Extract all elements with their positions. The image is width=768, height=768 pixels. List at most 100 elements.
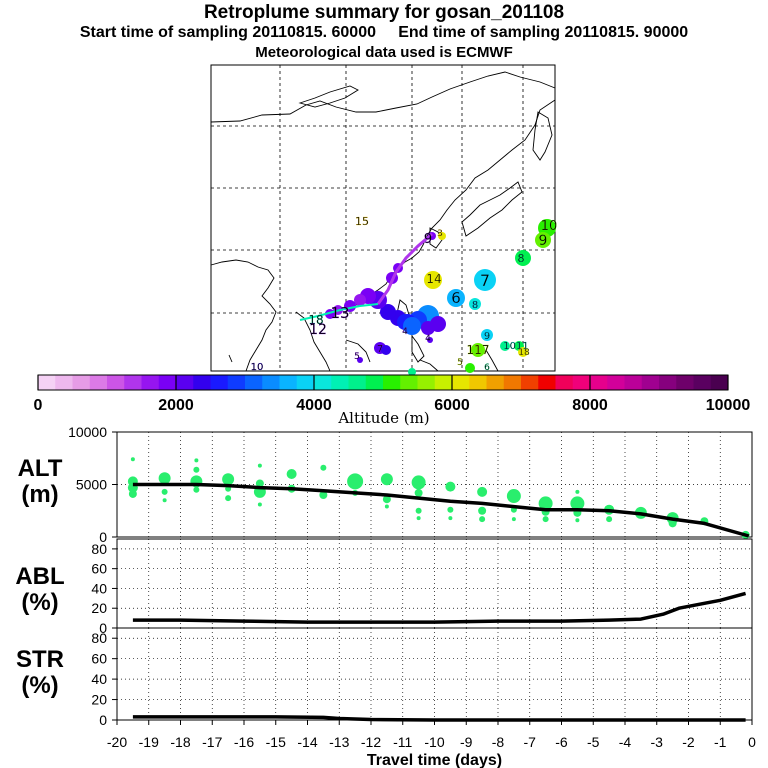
colorbar-cell — [227, 375, 246, 390]
altitude-point — [414, 488, 423, 497]
y-tick-label: 10000 — [68, 424, 107, 440]
y-tick-label: 0 — [99, 529, 107, 545]
colorbar-cell — [89, 375, 108, 390]
colorbar-cell — [434, 375, 453, 390]
x-tick-label: 0 — [748, 734, 756, 750]
y-tick-label: 0 — [99, 620, 107, 636]
plume-number-label: 12 — [309, 322, 327, 338]
colorbar-cell — [107, 375, 125, 390]
panel-frame — [116, 627, 753, 721]
colorbar-cell — [572, 375, 591, 390]
chart-title: Retroplume summary for gosan_201108 — [203, 2, 565, 23]
altitude-point — [542, 516, 549, 523]
plume-marker — [535, 232, 551, 248]
altitude-point — [193, 486, 200, 493]
plume-marker — [481, 329, 493, 341]
colorbar-cell — [210, 375, 229, 390]
y-tick-label: 40 — [91, 580, 107, 596]
colorbar-cell — [641, 375, 660, 390]
colorbar-tick-label: 4000 — [296, 397, 332, 414]
plume-marker — [471, 343, 485, 357]
x-tick-label: -4 — [619, 734, 632, 750]
y-tick-label: 0 — [99, 712, 107, 728]
colorbar-cell — [158, 375, 177, 390]
plume-marker — [474, 269, 496, 291]
plume-number-label: 6 — [484, 363, 490, 373]
altitude-point — [445, 481, 456, 492]
plume-markers — [299, 219, 556, 376]
altitude-point — [538, 496, 553, 511]
sampling-times: Start time of sampling 20110815. 60000 E… — [0, 24, 768, 42]
plume-marker — [447, 289, 465, 307]
colorbar-tick-label: 10000 — [706, 397, 751, 414]
altitude-point — [411, 475, 426, 490]
colorbar-cell — [469, 375, 487, 390]
plume-number-label: 14 — [426, 272, 441, 286]
altitude-point — [320, 464, 327, 471]
x-tick-label: -1 — [714, 734, 727, 750]
plume-marker — [469, 298, 481, 310]
x-tick-label: -10 — [424, 734, 444, 750]
altitude-point — [606, 516, 613, 523]
colorbar-cell — [710, 375, 729, 390]
altitude-point — [255, 479, 264, 488]
altitude-point — [575, 489, 580, 494]
x-tick-label: -15 — [266, 734, 286, 750]
panel-0: 0 5000 10000 — [68, 424, 753, 545]
plume-marker — [408, 368, 416, 376]
plume-number-label: 9 — [424, 232, 432, 247]
colorbar-tick-label: 0 — [34, 397, 43, 414]
plume-marker — [518, 347, 528, 357]
plume-marker — [438, 232, 446, 240]
plume-track — [376, 232, 433, 305]
y-tick-label: 20 — [91, 600, 107, 616]
colorbar-cell — [590, 375, 608, 390]
panel-labels: ALT (m) ABL (%) STR (%) — [15, 455, 64, 699]
plume-marker — [427, 337, 433, 343]
plume-number-label: 9 — [484, 331, 490, 342]
colorbar-tick-label: 2000 — [158, 397, 194, 414]
plume-number-label: 4 — [425, 334, 431, 344]
colorbar-cell — [693, 375, 712, 390]
coastlines — [210, 71, 556, 372]
x-tick-label: -14 — [297, 734, 317, 750]
colorbar-tick-label: 6000 — [434, 397, 470, 414]
met-data-label: Meteorological data used is ECMWF — [255, 44, 513, 61]
plume-marker — [354, 294, 366, 306]
str-unit: (%) — [21, 672, 58, 699]
plume-number-label: 18 — [308, 313, 323, 327]
plume-number-label: 10 — [541, 219, 558, 234]
x-tick-label: -19 — [139, 734, 159, 750]
plume-number-label: 7 — [377, 344, 383, 355]
altitude-point — [415, 507, 422, 514]
altitude-point — [416, 516, 421, 521]
altitude-point — [257, 463, 262, 468]
altitude-point — [225, 495, 232, 502]
colorbar-cell — [262, 375, 280, 390]
altitude-point — [447, 506, 454, 513]
plume-number-label: 4 — [402, 327, 408, 337]
altitude-point — [575, 518, 580, 523]
plume-number-label: 3 — [437, 229, 443, 239]
colorbar-cell — [245, 375, 263, 390]
plume-number-label: 5 — [354, 352, 360, 362]
altitude-point — [570, 496, 585, 511]
altitude-point — [479, 516, 486, 523]
colorbar-cell — [486, 375, 505, 390]
colorbar-cell — [383, 375, 401, 390]
plume-number-label: 7 — [480, 271, 490, 290]
plume-number-label: 1011 — [503, 341, 528, 352]
colorbar-cell — [124, 375, 142, 390]
x-tick-label: -18 — [170, 734, 190, 750]
alt-label: ALT — [18, 455, 63, 482]
y-tick-label: 60 — [91, 651, 107, 667]
colorbar-cell — [193, 375, 211, 390]
x-tick-label: -9 — [460, 734, 473, 750]
colorbar-cell — [607, 375, 625, 390]
colorbar-cell — [555, 375, 574, 390]
map-frame — [210, 64, 556, 372]
altitude-point — [347, 473, 364, 490]
colorbar-ticks: 0 2000 4000 6000 8000 10000 — [34, 375, 751, 414]
